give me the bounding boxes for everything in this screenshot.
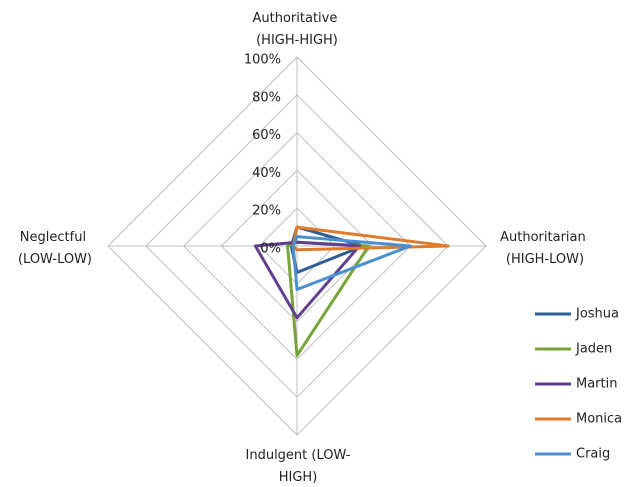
legend-label: Monica [576,412,622,427]
legend-label: Craig [576,447,610,462]
grid-ring [220,169,374,323]
category-label-line: Neglectful [20,230,90,245]
category-label-line: (HIGH-LOW) [506,252,584,267]
grid-ring [107,56,487,436]
category-label: Neglectful (LOW-LOW) [18,230,92,267]
tick-label: 80% [252,90,281,105]
tick-label: 60% [252,128,281,143]
category-label: Indulgent (LOW- HIGH) [246,448,351,485]
series-line [291,235,412,291]
category-label-line: Authoritarian [500,230,590,245]
tick-label: 40% [252,166,281,181]
category-label-line: (LOW-LOW) [18,252,92,267]
grid-ring [145,94,449,398]
grid-ring [182,131,412,361]
category-label: Authoritarian (HIGH-LOW) [500,230,590,267]
category-label-line: (HIGH-HIGH) [256,33,338,48]
category-label: Authoritative (HIGH-HIGH) [253,11,342,48]
tick-label: 0% [260,242,281,257]
category-label-line: Indulgent (LOW- [246,448,351,463]
category-label-line: Authoritative [253,11,342,26]
tick-label: 20% [252,204,281,219]
legend-label: Martin [576,377,617,392]
legend-label: Joshua [575,307,619,322]
tick-label: 100% [244,53,281,68]
legend-label: Jaden [575,342,612,357]
series-line [253,240,361,320]
category-label-line: HIGH) [279,470,318,485]
